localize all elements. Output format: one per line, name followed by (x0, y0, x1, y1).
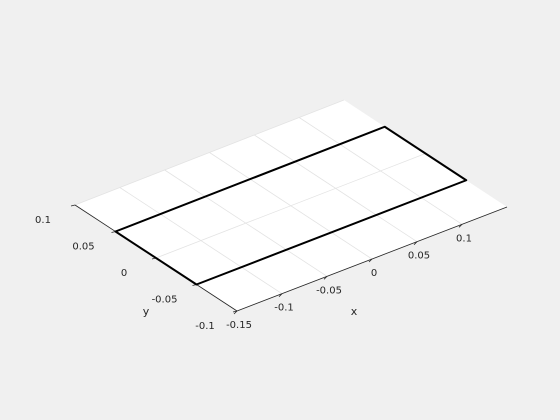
y-tick-label: -0.05 (152, 295, 178, 306)
grid-line-y (155, 153, 426, 259)
x-tick-label: 0.1 (456, 233, 472, 244)
x-tick-label: 0.05 (408, 251, 430, 262)
series-group (114, 125, 468, 286)
y-tick-label: -0.1 (195, 321, 215, 332)
x-tick (278, 293, 283, 297)
x-tick (323, 276, 328, 280)
y-axis-label: y (143, 305, 150, 318)
y-tick-label: 0 (121, 268, 127, 279)
x-tick-label: -0.05 (316, 285, 342, 296)
x-tick (368, 258, 373, 263)
y-tick (232, 310, 238, 313)
x-tick (458, 224, 463, 228)
y-tick-label: 0.05 (72, 242, 94, 253)
y-tick-label: 0.1 (35, 215, 51, 226)
grid-line-y (74, 99, 345, 206)
series-line (114, 125, 468, 286)
x-axis-label: x (351, 305, 358, 318)
x-tick-label: -0.15 (226, 320, 252, 331)
x-tick-label: 0 (371, 268, 377, 279)
x-tick (413, 241, 418, 245)
x-tick-label: -0.1 (274, 303, 294, 314)
y-tick (70, 204, 76, 207)
x-axis: -0.15 -0.1 -0.05 0 0.05 0.1 (226, 224, 472, 331)
